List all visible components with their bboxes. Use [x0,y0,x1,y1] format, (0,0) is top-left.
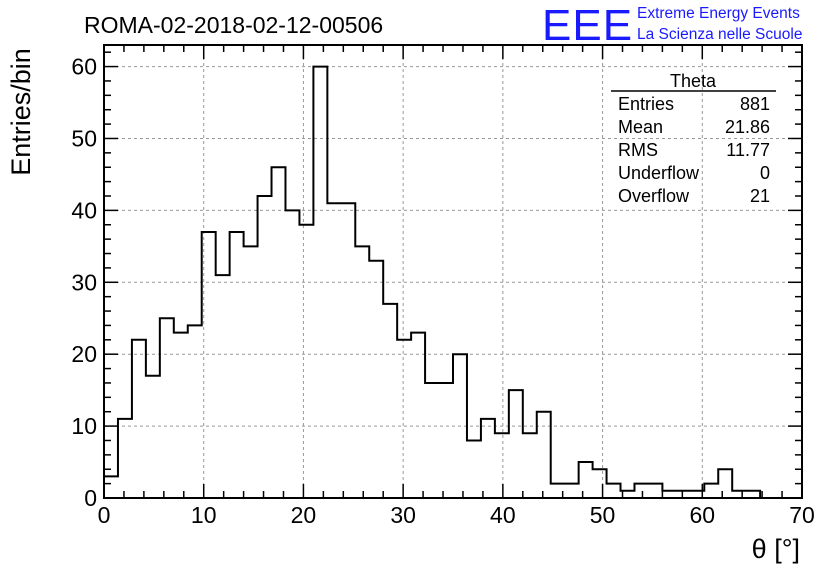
stats-label-rms: RMS [618,140,658,160]
x-tick-label: 20 [291,502,317,528]
histogram-bin [216,275,230,498]
histogram-bin [425,383,439,498]
histogram-outline [103,65,802,499]
x-tick-label: 50 [590,502,616,528]
stats-box: Theta Entries 881 Mean 21.86 RMS 11.77 U… [611,71,776,206]
histogram-bin [579,462,593,498]
y-tick-label: 20 [71,341,97,367]
histogram-bin [565,484,579,498]
histogram-bin [132,340,146,498]
histogram-bin [732,491,746,498]
histogram-bin [341,203,355,498]
x-tick-label: 30 [390,502,416,528]
histogram-bin [607,484,621,498]
stats-value-overflow: 21 [750,186,770,206]
histogram-bin [634,484,648,498]
axis-ticks [103,45,803,499]
histogram-bin [327,203,341,498]
stats-value-rms: 11.77 [726,140,770,160]
histogram-bin [160,318,174,498]
eee-logo: EEE [542,1,633,50]
histogram-bin [439,383,453,498]
x-tick-label: 10 [191,502,217,528]
y-tick-label: 40 [71,197,97,223]
x-tick-label: 70 [789,502,815,528]
histogram-bin [355,246,369,498]
histogram-bin [495,433,509,498]
histogram-bin [369,261,383,498]
histogram-bin [467,440,481,498]
stats-label-underflow: Underflow [618,163,700,183]
histogram-bin [509,390,523,498]
histogram-series [103,65,802,499]
y-tick-label: 60 [71,54,97,80]
histogram-bin [397,340,411,498]
stats-label-entries: Entries [618,94,674,114]
histogram-bin [704,484,718,498]
stats-value-entries: 881 [740,94,770,114]
grid-lines [104,45,802,498]
brand-line-2: La Scienza nelle Scuole [637,26,802,43]
histogram-bin [481,419,495,498]
histogram-bin [258,196,272,498]
plot-frame [103,44,803,499]
histogram-bin [746,491,760,498]
brand-block: EEE Extreme Energy Events La Scienza nel… [542,1,802,50]
stats-title: Theta [670,71,717,91]
histogram-bin [230,232,244,498]
histogram-bin [676,491,690,498]
histogram-bin [244,246,258,498]
stats-value-underflow: 0 [760,163,770,183]
histogram-bin [188,325,202,498]
histogram-bin [593,469,607,498]
x-tick-label: 0 [98,502,111,528]
histogram-bin [523,433,537,498]
histogram-bin [383,304,397,498]
histogram-bin [662,491,676,498]
histogram-bin [104,476,118,498]
y-tick-label: 0 [84,485,97,511]
y-axis-label: Entries/bin [6,48,36,176]
stats-label-overflow: Overflow [618,186,690,206]
y-tick-label: 30 [71,269,97,295]
histogram-bin [146,376,160,498]
x-tick-label: 40 [490,502,516,528]
x-axis-label: θ [°] [752,534,800,564]
stats-label-mean: Mean [618,117,663,137]
axis-tick-labels: 0 10 20 30 40 50 60 70 0 10 20 30 40 50 60 [71,54,814,528]
histogram-bin [648,484,662,498]
histogram-bin [411,333,425,498]
stats-value-mean: 21.86 [725,117,770,137]
histogram-bin [272,167,286,498]
histogram-bin [537,412,551,498]
histogram-bin [118,419,132,498]
histogram-bin [174,333,188,498]
histogram-bin [718,469,732,498]
run-title: ROMA-02-2018-02-12-00506 [84,12,383,38]
y-tick-label: 50 [71,125,97,151]
histogram-bin [299,225,313,498]
x-tick-label: 60 [689,502,715,528]
brand-line-1: Extreme Energy Events [637,5,800,22]
y-tick-label: 10 [71,413,97,439]
